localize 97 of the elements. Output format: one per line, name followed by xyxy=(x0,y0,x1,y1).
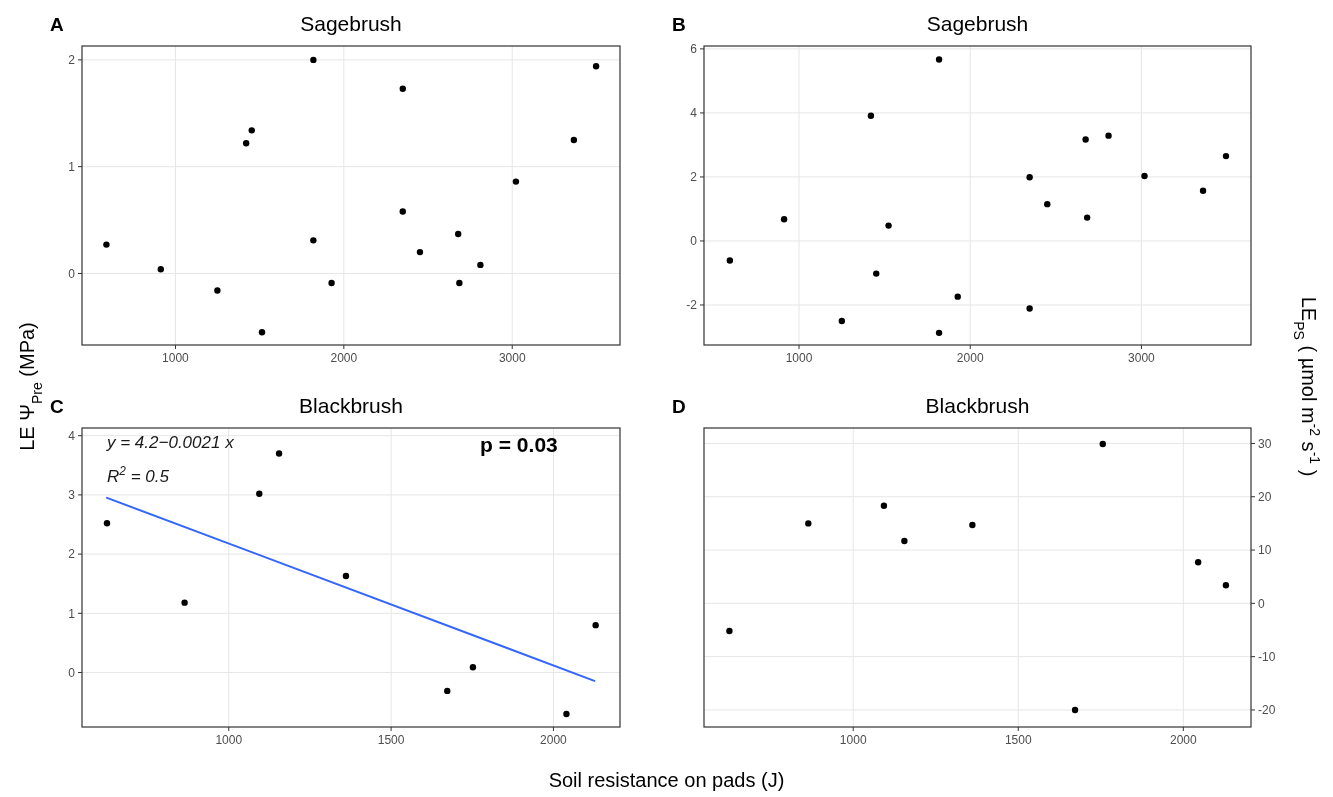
x-tick-label: 1500 xyxy=(1004,733,1032,747)
point xyxy=(310,56,317,64)
x-tick-label: 1500 xyxy=(377,733,405,747)
y-tick-label: 0 xyxy=(68,665,76,680)
annotation: R$^{2}$ = 0.5 xyxy=(107,464,170,486)
point xyxy=(248,127,255,134)
x-tick-label: 1000 xyxy=(162,351,190,365)
y2-tick-label: -20 xyxy=(1258,703,1276,718)
point xyxy=(1082,136,1089,143)
point xyxy=(242,139,250,147)
x-tick-label: 2000 xyxy=(330,351,358,365)
y-tick-label: 6 xyxy=(690,42,698,57)
point xyxy=(867,112,875,119)
point xyxy=(885,222,892,229)
y2-tick-label: 30 xyxy=(1258,436,1272,451)
point xyxy=(310,237,317,244)
annotation: y = 4.2−0.0021 x xyxy=(106,433,235,452)
x-tick-label: 1000 xyxy=(215,733,243,747)
point xyxy=(726,257,734,264)
point xyxy=(275,450,283,457)
point xyxy=(256,490,263,497)
point xyxy=(935,56,943,63)
chart-title: Sagebrush xyxy=(300,12,402,35)
point xyxy=(454,230,462,238)
point xyxy=(512,178,520,185)
y2-tick-label: 20 xyxy=(1258,489,1272,504)
y-tick-label: 1 xyxy=(68,159,76,174)
point xyxy=(328,279,335,287)
point xyxy=(780,215,788,223)
chart-title: Sagebrush xyxy=(926,12,1029,35)
point xyxy=(954,293,961,300)
y-tick-label: 0 xyxy=(690,234,698,249)
y-tick-label: 2 xyxy=(690,170,698,185)
chart-title: Blackbrush xyxy=(299,394,403,417)
point xyxy=(592,621,599,629)
chart-title: Blackbrush xyxy=(925,394,1030,417)
point xyxy=(456,279,463,287)
point xyxy=(570,136,578,144)
x-tick-label: 2000 xyxy=(1169,733,1197,747)
point xyxy=(880,502,888,510)
point xyxy=(477,261,484,269)
y2-tick-label: 0 xyxy=(1258,596,1265,611)
x-tick-label: 2000 xyxy=(540,733,568,747)
y-tick-label: 2 xyxy=(68,53,76,68)
point xyxy=(1105,132,1112,139)
point xyxy=(103,520,111,527)
point xyxy=(1026,174,1033,181)
point xyxy=(469,664,477,671)
point xyxy=(342,572,350,580)
text: B xyxy=(672,14,686,35)
point xyxy=(969,521,976,529)
x-tick-label: 2000 xyxy=(956,351,984,365)
point xyxy=(873,270,880,277)
point xyxy=(157,265,165,273)
point xyxy=(258,328,266,336)
point xyxy=(399,85,406,92)
y-tick-label: -2 xyxy=(686,298,698,313)
y2-tick-label: 10 xyxy=(1258,543,1272,558)
point xyxy=(726,627,733,635)
x-tick-label: 1000 xyxy=(785,351,813,365)
point xyxy=(935,329,943,337)
y-tick-label: 0 xyxy=(68,266,76,281)
y-tick-label: 4 xyxy=(68,428,76,443)
text: C xyxy=(50,396,64,417)
point xyxy=(399,208,406,215)
annotation: p = 0.03 xyxy=(480,433,558,456)
point xyxy=(416,248,424,256)
point xyxy=(901,537,908,545)
point xyxy=(103,241,110,248)
y-tick-label: 1 xyxy=(68,606,76,621)
point xyxy=(1099,440,1106,448)
y2-tick-label: -10 xyxy=(1258,649,1276,664)
x-tick-label: 1000 xyxy=(839,733,867,747)
x-tick-label: 3000 xyxy=(1128,351,1156,365)
point xyxy=(805,520,812,527)
point xyxy=(214,287,221,294)
y-tick-label: 4 xyxy=(690,106,698,121)
text: A xyxy=(50,14,64,35)
y-tick-label: 2 xyxy=(68,547,76,562)
point xyxy=(592,63,600,70)
point xyxy=(1083,214,1091,221)
point xyxy=(1071,706,1079,714)
point xyxy=(444,687,451,695)
text: D xyxy=(672,396,686,417)
point xyxy=(838,317,846,325)
point xyxy=(1026,305,1033,312)
point xyxy=(1194,559,1202,566)
point xyxy=(1222,152,1230,160)
point xyxy=(563,710,570,718)
x-tick-label: 3000 xyxy=(498,351,526,365)
point xyxy=(1141,172,1148,180)
point xyxy=(1044,200,1051,208)
point xyxy=(1199,187,1207,194)
point xyxy=(181,599,188,606)
point xyxy=(1222,582,1230,589)
y-tick-label: 3 xyxy=(68,488,76,503)
x-axis-title: Soil resistance on pads (J) xyxy=(548,769,785,791)
